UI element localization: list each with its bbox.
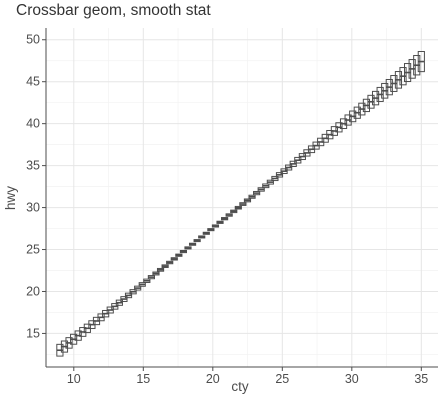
chart-title: Crossbar geom, smooth stat [16,2,211,19]
crossbar-series [57,51,425,356]
x-tick-label: 25 [275,372,289,386]
y-tick-label: 40 [26,117,40,131]
grid [46,28,438,367]
x-tick-label: 15 [136,372,150,386]
x-tick-label: 35 [414,372,428,386]
y-tick-label: 50 [26,33,40,47]
x-tick-label: 20 [206,372,220,386]
y-tick-label: 25 [26,243,40,257]
y-axis-title: hwy [3,186,18,210]
y-tick-label: 30 [26,201,40,215]
y-tick-label: 15 [26,326,40,340]
y-tick-label: 35 [26,159,40,173]
x-axis-title: cty [231,379,249,394]
x-tick-label: 30 [345,372,359,386]
y-tick-label: 20 [26,284,40,298]
x-tick-label: 10 [67,372,81,386]
y-tick-label: 45 [26,75,40,89]
